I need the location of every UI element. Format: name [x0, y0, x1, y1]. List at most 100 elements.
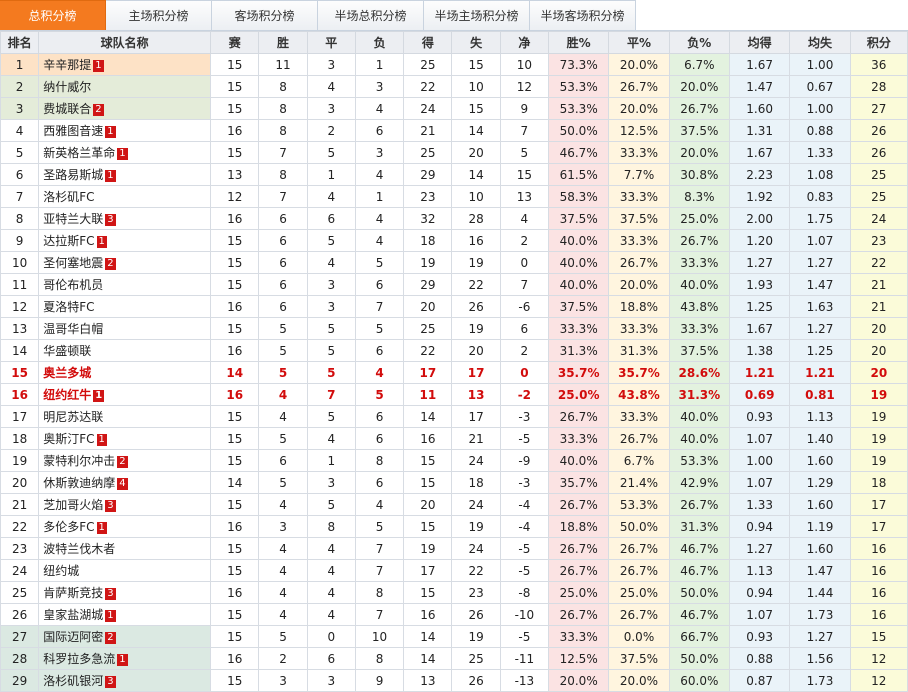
avg-conceded-cell: 1.60 [789, 493, 851, 516]
team-name-cell[interactable]: 新英格兰革命 1 [38, 141, 212, 164]
team-name-cell[interactable]: 国际迈阿密 2 [38, 625, 212, 648]
goals-against-cell: 17 [451, 405, 501, 428]
tab-away-standings[interactable]: 客场积分榜 [212, 0, 318, 30]
goals-against-cell: 18 [451, 471, 501, 494]
team-name-link[interactable]: 温哥华白帽 [43, 322, 104, 336]
goals-against-cell: 19 [451, 251, 501, 274]
losses-cell: 9 [354, 669, 405, 692]
tab-home-standings[interactable]: 主场积分榜 [106, 0, 212, 30]
goal-difference-cell: -5 [499, 559, 550, 582]
team-name-cell[interactable]: 洛杉矶FC [38, 185, 212, 208]
tab-halftime-home-standings[interactable]: 半场主场积分榜 [424, 0, 530, 30]
team-name-link[interactable]: 洛杉矶银河 [43, 674, 104, 688]
team-name-cell[interactable]: 奥兰多城 [38, 361, 212, 384]
win-percent-cell: 26.7% [547, 559, 610, 582]
team-name-link[interactable]: 西雅图音速 [43, 124, 104, 138]
goals-against-cell: 15 [451, 53, 501, 76]
team-name-link[interactable]: 纽约城 [43, 564, 80, 578]
draws-cell: 3 [306, 471, 356, 494]
team-name-link[interactable]: 奥斯汀FC [43, 432, 95, 446]
team-name-cell[interactable]: 奥斯汀FC 1 [38, 427, 212, 450]
tab-halftime-away-standings[interactable]: 半场客场积分榜 [530, 0, 636, 30]
team-name-link[interactable]: 费城联合 [43, 102, 92, 116]
team-name-link[interactable]: 达拉斯FC [43, 234, 95, 248]
team-name-link[interactable]: 科罗拉多急流 [43, 652, 116, 666]
team-name-cell[interactable]: 皇家盐湖城 1 [38, 603, 212, 626]
team-name-cell[interactable]: 温哥华白帽 [38, 317, 212, 340]
team-name-cell[interactable]: 纽约红牛 1 [38, 383, 212, 406]
team-name-link[interactable]: 蒙特利尔冲击 [43, 454, 116, 468]
team-name-cell[interactable]: 费城联合 2 [38, 97, 212, 120]
team-name-cell[interactable]: 明尼苏达联 [38, 405, 212, 428]
team-name-link[interactable]: 休斯敦迪纳摩 [43, 476, 116, 490]
wins-cell: 6 [258, 229, 308, 252]
team-name-link[interactable]: 哥伦布机员 [43, 278, 104, 292]
team-name-link[interactable]: 奥兰多城 [43, 366, 92, 380]
goals-for-cell: 18 [403, 229, 453, 252]
draw-percent-cell: 31.3% [608, 339, 670, 362]
team-name-cell[interactable]: 夏洛特FC [38, 295, 212, 318]
tab-overall-standings[interactable]: 总积分榜 [0, 0, 106, 30]
losses-cell: 7 [354, 295, 405, 318]
team-name-cell[interactable]: 辛辛那提 1 [38, 53, 212, 76]
goals-against-cell: 26 [451, 669, 501, 692]
team-name-link[interactable]: 多伦多FC [43, 520, 95, 534]
win-percent-cell: 25.0% [547, 383, 610, 406]
team-name-link[interactable]: 亚特兰大联 [43, 212, 104, 226]
red-card-badge: 1 [105, 610, 116, 622]
avg-conceded-cell: 1.44 [789, 581, 851, 604]
team-name-cell[interactable]: 西雅图音速 1 [38, 119, 212, 142]
team-name-cell[interactable]: 洛杉矶银河 3 [38, 669, 212, 692]
wins-cell: 5 [258, 471, 308, 494]
team-name-cell[interactable]: 波特兰伐木者 [38, 537, 212, 560]
team-name-link[interactable]: 圣路易斯城 [43, 168, 104, 182]
team-name-link[interactable]: 圣何塞地震 [43, 256, 104, 270]
team-name-cell[interactable]: 蒙特利尔冲击 2 [38, 449, 212, 472]
team-name-cell[interactable]: 纽约城 [38, 559, 212, 582]
team-name-cell[interactable]: 圣何塞地震 2 [38, 251, 212, 274]
team-name-link[interactable]: 明尼苏达联 [43, 410, 104, 424]
team-name-cell[interactable]: 亚特兰大联 3 [38, 207, 212, 230]
draws-cell: 1 [306, 163, 356, 186]
team-name-link[interactable]: 肯萨斯竞技 [43, 586, 104, 600]
goal-difference-cell: 15 [499, 163, 550, 186]
team-name-link[interactable]: 辛辛那提 [43, 58, 92, 72]
losses-cell: 1 [354, 185, 405, 208]
points-cell: 25 [849, 163, 908, 186]
team-name-link[interactable]: 夏洛特FC [43, 300, 95, 314]
team-name-cell[interactable]: 纳什威尔 [38, 75, 212, 98]
goals-for-cell: 14 [403, 625, 453, 648]
draws-cell: 6 [306, 207, 356, 230]
draw-percent-cell: 33.3% [608, 405, 670, 428]
team-name-link[interactable]: 芝加哥火焰 [43, 498, 104, 512]
team-name-cell[interactable]: 圣路易斯城 1 [38, 163, 212, 186]
team-name-link[interactable]: 华盛顿联 [43, 344, 92, 358]
team-name-link[interactable]: 新英格兰革命 [43, 146, 116, 160]
tab-halftime-overall-standings[interactable]: 半场总积分榜 [318, 0, 424, 30]
wins-cell: 5 [258, 317, 308, 340]
draws-cell: 5 [306, 141, 356, 164]
team-name-link[interactable]: 纽约红牛 [43, 388, 92, 402]
losses-cell: 6 [354, 471, 405, 494]
team-name-cell[interactable]: 肯萨斯竞技 3 [38, 581, 212, 604]
avg-scored-cell: 1.47 [728, 75, 791, 98]
team-name-cell[interactable]: 多伦多FC 1 [38, 515, 212, 538]
points-cell: 19 [849, 405, 908, 428]
team-name-cell[interactable]: 科罗拉多急流 1 [38, 647, 212, 670]
team-name-link[interactable]: 皇家盐湖城 [43, 608, 104, 622]
team-name-cell[interactable]: 达拉斯FC 1 [38, 229, 212, 252]
header-goal-difference: 净 [499, 31, 550, 54]
team-name-cell[interactable]: 休斯敦迪纳摩 4 [38, 471, 212, 494]
team-name-link[interactable]: 波特兰伐木者 [43, 542, 116, 556]
team-name-link[interactable]: 纳什威尔 [43, 80, 92, 94]
team-name-cell[interactable]: 华盛顿联 [38, 339, 212, 362]
team-name-link[interactable]: 洛杉矶FC [43, 190, 95, 204]
draw-percent-cell: 33.3% [608, 317, 670, 340]
played-cell: 15 [210, 405, 260, 428]
draw-percent-cell: 7.7% [608, 163, 670, 186]
loss-percent-cell: 42.9% [668, 471, 730, 494]
team-name-link[interactable]: 国际迈阿密 [43, 630, 104, 644]
goals-for-cell: 22 [403, 339, 453, 362]
team-name-cell[interactable]: 芝加哥火焰 3 [38, 493, 212, 516]
team-name-cell[interactable]: 哥伦布机员 [38, 273, 212, 296]
